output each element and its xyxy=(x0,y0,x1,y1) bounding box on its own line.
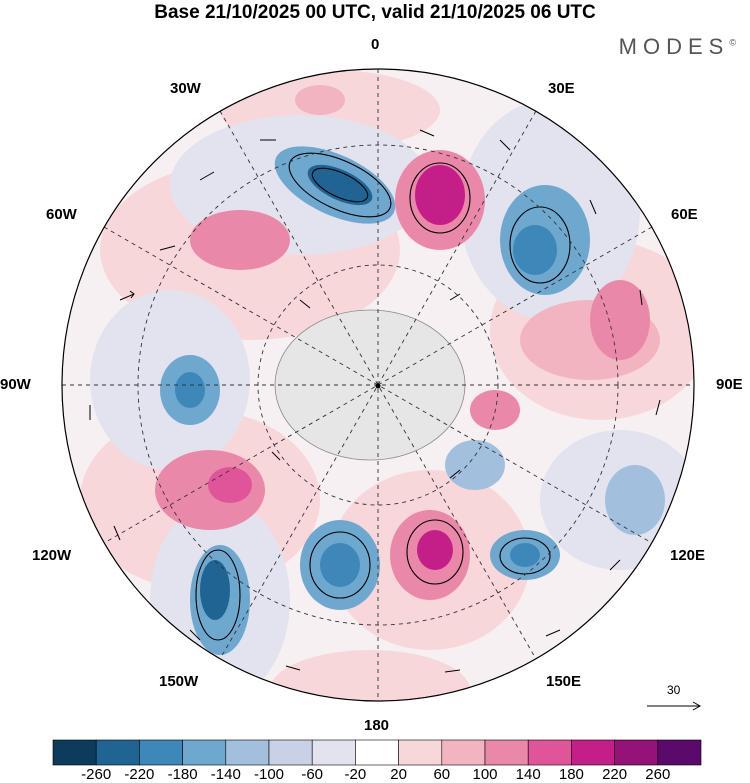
negative-anomaly-core xyxy=(307,164,373,206)
negative-anomaly-core xyxy=(175,372,205,408)
positive-anomaly-region xyxy=(270,650,470,701)
lon-label-0: 0 xyxy=(371,36,380,53)
positive-anomaly-core xyxy=(295,85,345,115)
positive-anomaly-core xyxy=(190,210,290,270)
colorbar-tick-label: 20 xyxy=(390,766,407,783)
colorbar-swatch xyxy=(95,739,140,766)
lon-label-90e: 90E xyxy=(716,376,743,393)
negative-anomaly-core xyxy=(605,465,665,535)
colorbar-swatch xyxy=(311,739,356,766)
negative-anomaly-core xyxy=(445,440,505,490)
colorbar-swatch xyxy=(52,739,97,766)
colorbar-swatch xyxy=(657,739,702,766)
colorbar-swatch xyxy=(614,739,659,766)
lon-label-30w: 30W xyxy=(170,80,201,97)
colorbar-swatch xyxy=(139,739,183,766)
colorbar-tick-label: -100 xyxy=(253,766,285,783)
map-boundary xyxy=(61,68,695,702)
negative-anomaly-core xyxy=(320,543,360,587)
lon-label-120e: 120E xyxy=(670,547,706,564)
positive-anomaly-core xyxy=(208,467,252,503)
colorbar-tick-label: 60 xyxy=(433,766,451,783)
lon-label-150e: 150E xyxy=(546,673,582,690)
positive-anomaly-core xyxy=(415,165,465,225)
vector-scale-value: 30 xyxy=(667,683,681,697)
colorbar-tick-label: -220 xyxy=(124,766,155,783)
map-title: Base 21/10/2025 00 UTC, valid 21/10/2025… xyxy=(154,2,596,23)
lon-label-120w: 120W xyxy=(32,547,72,564)
colorbar-swatch xyxy=(225,739,270,766)
contour-lines xyxy=(195,152,571,641)
negative-anomaly-core xyxy=(513,225,557,275)
brand-logo: MODES© xyxy=(618,34,736,59)
colorbar-swatch xyxy=(441,739,486,766)
vector-scale-arrow xyxy=(647,701,702,711)
anomaly-field xyxy=(62,69,694,701)
colorbar-tick-label: -260 xyxy=(81,766,112,783)
positive-anomaly-core xyxy=(417,530,453,570)
colorbar-swatch xyxy=(182,739,227,766)
colorbar-tick-label: 140 xyxy=(515,766,541,783)
colorbar-swatch xyxy=(398,739,443,766)
colorbar-tick-label: 260 xyxy=(645,766,671,783)
lon-label-150w: 150W xyxy=(159,673,199,690)
lon-label-60w: 60W xyxy=(46,206,77,223)
colorbar-swatch xyxy=(527,739,572,766)
positive-anomaly-core xyxy=(590,280,650,360)
colorbar-tick-label: -20 xyxy=(344,766,367,783)
colorbar-tick-label: 220 xyxy=(602,766,628,783)
negative-anomaly-core xyxy=(200,560,230,620)
colorbar-swatch xyxy=(484,739,529,766)
south-pole-marker xyxy=(375,383,381,389)
colorbar-swatch xyxy=(571,739,615,766)
colorbar-tick-label: -140 xyxy=(210,766,241,783)
colorbar-swatch xyxy=(268,739,313,766)
negative-anomaly-core xyxy=(510,543,540,567)
colorbar-tick-label: 100 xyxy=(472,766,498,783)
wind-vectors xyxy=(89,129,661,673)
colorbar-tick-label: 180 xyxy=(558,766,584,783)
lon-label-180: 180 xyxy=(364,717,390,734)
lon-label-90w: 90W xyxy=(0,376,31,393)
colorbar xyxy=(52,739,702,766)
lon-label-30e: 30E xyxy=(548,80,575,97)
lon-label-60e: 60E xyxy=(671,206,698,223)
colorbar-tick-label: -60 xyxy=(301,766,324,783)
colorbar-swatch xyxy=(355,739,399,766)
colorbar-tick-label: -180 xyxy=(167,766,198,783)
